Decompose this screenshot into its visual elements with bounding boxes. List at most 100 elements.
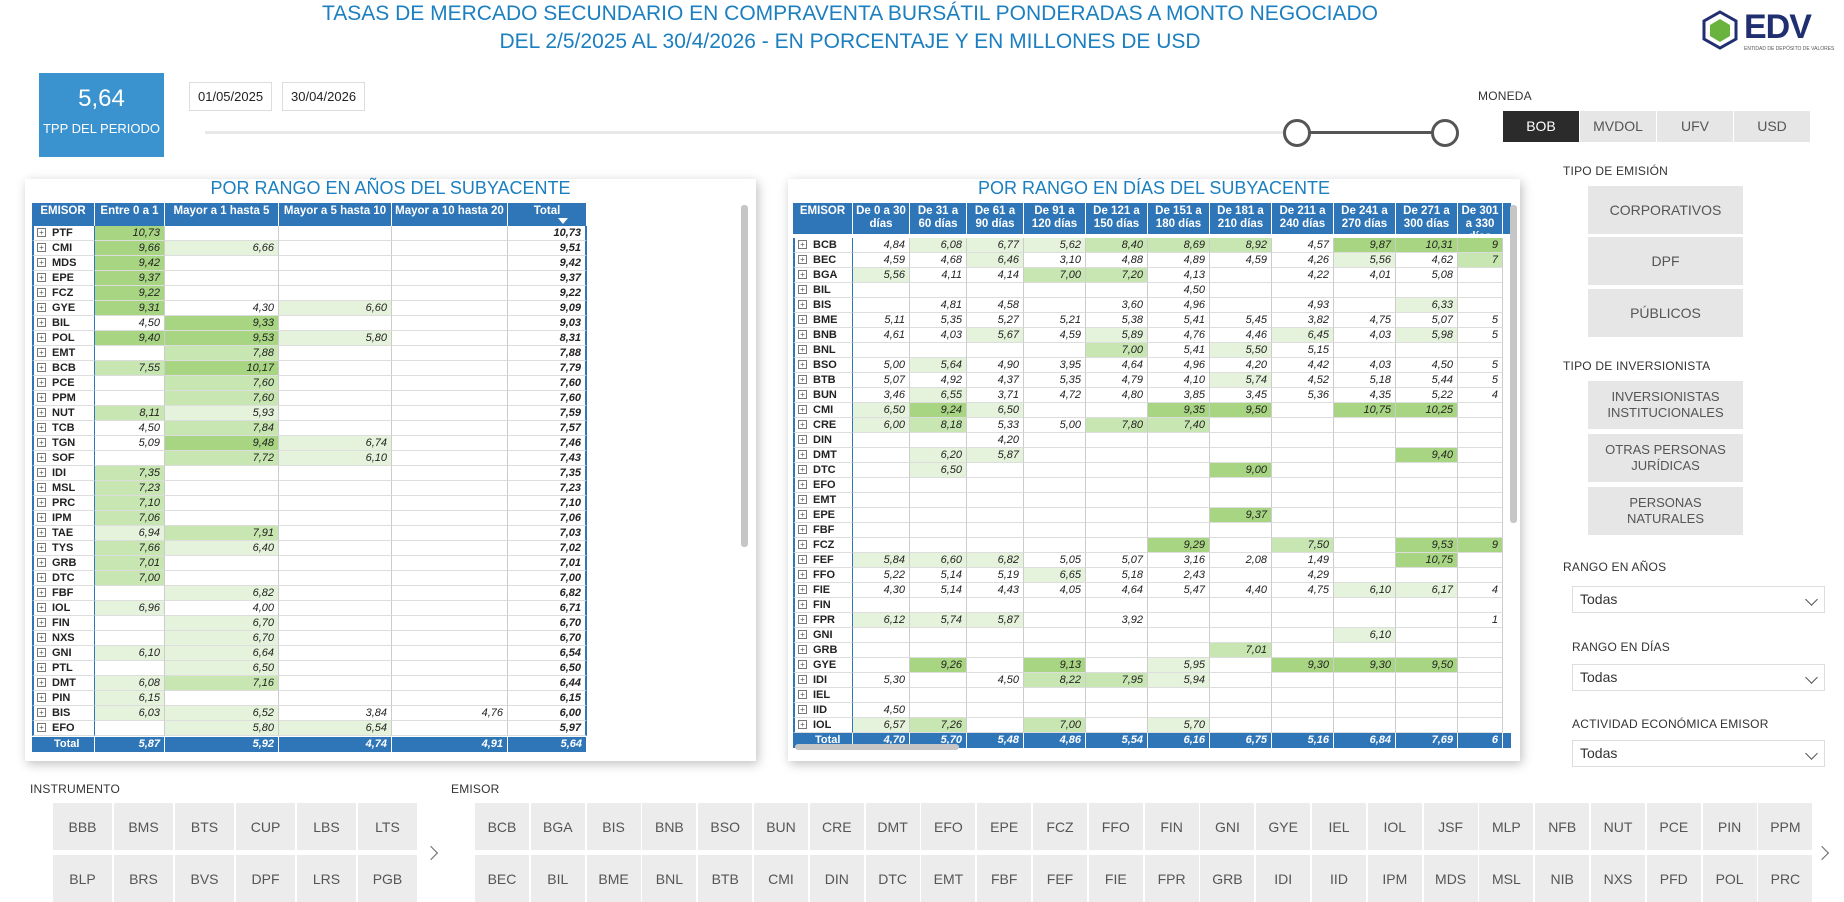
table-row[interactable]: + GNI 6,10 6,64 6,54 [32,646,587,661]
emisor-cell[interactable]: + PIN [32,691,95,706]
tabla-dias-header-cell[interactable]: De 211 a 240 días [1272,203,1334,234]
tabla-dias-hscrollbar[interactable] [795,744,959,750]
table-row[interactable]: + EFO 5,80 6,54 5,97 [32,721,587,736]
emisor-cell[interactable]: + NXS [32,631,95,646]
table-row[interactable]: + GRB 7,01 7,01 [32,556,587,571]
emisor-cell[interactable]: + BUN [793,388,853,403]
table-row[interactable]: + BNB 4,61 4,03 5,67 4,59 5,89 4,76 4,46 6,45 4,03… [793,328,1511,343]
expand-icon[interactable]: + [798,300,807,309]
table-row[interactable]: + CMI 9,66 6,66 9,51 [32,241,587,256]
moneda-usd-button[interactable]: USD [1734,111,1810,142]
table-row[interactable]: + DIN 4,20 [793,433,1511,448]
tabla-anios-header-cell[interactable]: Mayor a 10 hasta 20 [392,203,508,226]
expand-icon[interactable]: + [37,483,46,492]
emisor-chip[interactable]: FIN [1144,803,1199,850]
emisor-chip[interactable]: CMI [754,855,808,902]
table-row[interactable]: + IDI 5,30 4,50 8,22 7,95 5,94 [793,673,1511,688]
instrumento-chip[interactable]: LRS [297,855,356,902]
instrumento-next-arrow-icon[interactable] [423,845,439,861]
emisor-chip[interactable]: PFD [1646,855,1701,902]
date-slider-track[interactable] [205,131,1445,134]
table-row[interactable]: + BEC 4,59 4,68 6,46 3,10 4,88 4,89 4,59 4,26 5,56… [793,253,1511,268]
emisor-chip[interactable]: FIE [1088,855,1143,902]
emisor-cell[interactable]: + EMT [793,493,853,508]
expand-icon[interactable]: + [798,525,807,534]
expand-icon[interactable]: + [798,495,807,504]
emisor-cell[interactable]: + TAE [32,526,95,541]
tabla-anios-scrollbar[interactable] [741,205,748,547]
emisor-chip[interactable]: MSL [1479,855,1534,902]
emisor-chip[interactable]: PIN [1702,803,1757,850]
emisor-cell[interactable]: + IDI [32,466,95,481]
expand-icon[interactable]: + [798,330,807,339]
expand-icon[interactable]: + [37,318,46,327]
emisor-cell[interactable]: + POL [32,331,95,346]
table-row[interactable]: + GYE 9,31 4,30 6,60 9,09 [32,301,587,316]
table-row[interactable]: + GNI 6,10 [793,628,1511,643]
expand-icon[interactable]: + [798,600,807,609]
start-date-input[interactable]: 01/05/2025 [189,82,273,111]
expand-icon[interactable]: + [37,603,46,612]
emisor-cell[interactable]: + GRB [793,643,853,658]
expand-icon[interactable]: + [798,705,807,714]
table-row[interactable]: + BCB 7,55 10,17 7,79 [32,361,587,376]
tabla-dias-header-cell[interactable]: EMISOR [793,203,853,234]
sort-desc-icon[interactable] [558,218,568,224]
end-date-input[interactable]: 30/04/2026 [282,82,366,111]
expand-icon[interactable]: + [798,405,807,414]
date-slider-start-handle[interactable] [1283,119,1311,147]
table-row[interactable]: + TYS 7,66 6,40 7,02 [32,541,587,556]
instrumento-chip[interactable]: PGB [358,855,417,902]
expand-icon[interactable]: + [37,618,46,627]
table-row[interactable]: + FCZ 9,29 7,50 9,53 9 [793,538,1511,553]
emisor-chip[interactable]: FPR [1144,855,1199,902]
table-row[interactable]: + IID 4,50 [793,703,1511,718]
instrumento-chip[interactable]: DPF [236,855,295,902]
expand-icon[interactable]: + [37,228,46,237]
emisor-chip[interactable]: NUT [1591,803,1645,850]
table-row[interactable]: + CRE 6,00 8,18 5,33 5,00 7,80 7,40 [793,418,1511,433]
table-row[interactable]: + DMT 6,08 7,16 6,44 [32,676,587,691]
expand-icon[interactable]: + [37,678,46,687]
table-row[interactable]: + PRC 7,10 7,10 [32,496,587,511]
tabla-dias-header-cell[interactable]: De 241 a 270 días [1334,203,1396,234]
expand-icon[interactable]: + [798,510,807,519]
expand-icon[interactable]: + [798,255,807,264]
emisor-cell[interactable]: + FCZ [32,286,95,301]
table-row[interactable]: + PIN 6,15 6,15 [32,691,587,706]
emisor-cell[interactable]: + BGA [793,268,853,283]
emisor-chip[interactable]: GYE [1256,803,1311,850]
expand-icon[interactable]: + [37,303,46,312]
expand-icon[interactable]: + [798,645,807,654]
expand-icon[interactable]: + [798,465,807,474]
expand-icon[interactable]: + [37,663,46,672]
expand-icon[interactable]: + [798,315,807,324]
emisor-cell[interactable]: + PTF [32,226,95,241]
table-row[interactable]: + PPM 7,60 7,60 [32,391,587,406]
table-row[interactable]: + GYE 9,26 9,13 5,95 9,30 9,30 9,50 [793,658,1511,673]
emisor-chip[interactable]: BEC [475,855,529,902]
expand-icon[interactable]: + [798,480,807,489]
table-row[interactable]: + TGN 5,09 9,48 6,74 7,46 [32,436,587,451]
table-row[interactable]: + IOL 6,96 4,00 6,71 [32,601,587,616]
expand-icon[interactable]: + [798,690,807,699]
expand-icon[interactable]: + [37,543,46,552]
expand-icon[interactable]: + [798,435,807,444]
expand-icon[interactable]: + [37,408,46,417]
emisor-cell[interactable]: + FCZ [793,538,853,553]
emisor-cell[interactable]: + CMI [32,241,95,256]
expand-icon[interactable]: + [798,345,807,354]
emision-corporativos-button[interactable]: CORPORATIVOS [1588,186,1743,234]
table-row[interactable]: + DTC 6,50 9,00 [793,463,1511,478]
emisor-cell[interactable]: + IEL [793,688,853,703]
emisor-cell[interactable]: + FBF [793,523,853,538]
tabla-dias-header-cell[interactable]: De 271 a 300 días [1396,203,1458,234]
emisor-cell[interactable]: + MSL [32,481,95,496]
table-row[interactable]: + EFO [793,478,1511,493]
emisor-cell[interactable]: + GNI [32,646,95,661]
table-row[interactable]: + DTC 7,00 7,00 [32,571,587,586]
table-row[interactable]: + NUT 8,11 5,93 7,59 [32,406,587,421]
emisor-chip[interactable]: MLP [1479,803,1534,850]
expand-icon[interactable]: + [37,513,46,522]
emisor-cell[interactable]: + PPM [32,391,95,406]
